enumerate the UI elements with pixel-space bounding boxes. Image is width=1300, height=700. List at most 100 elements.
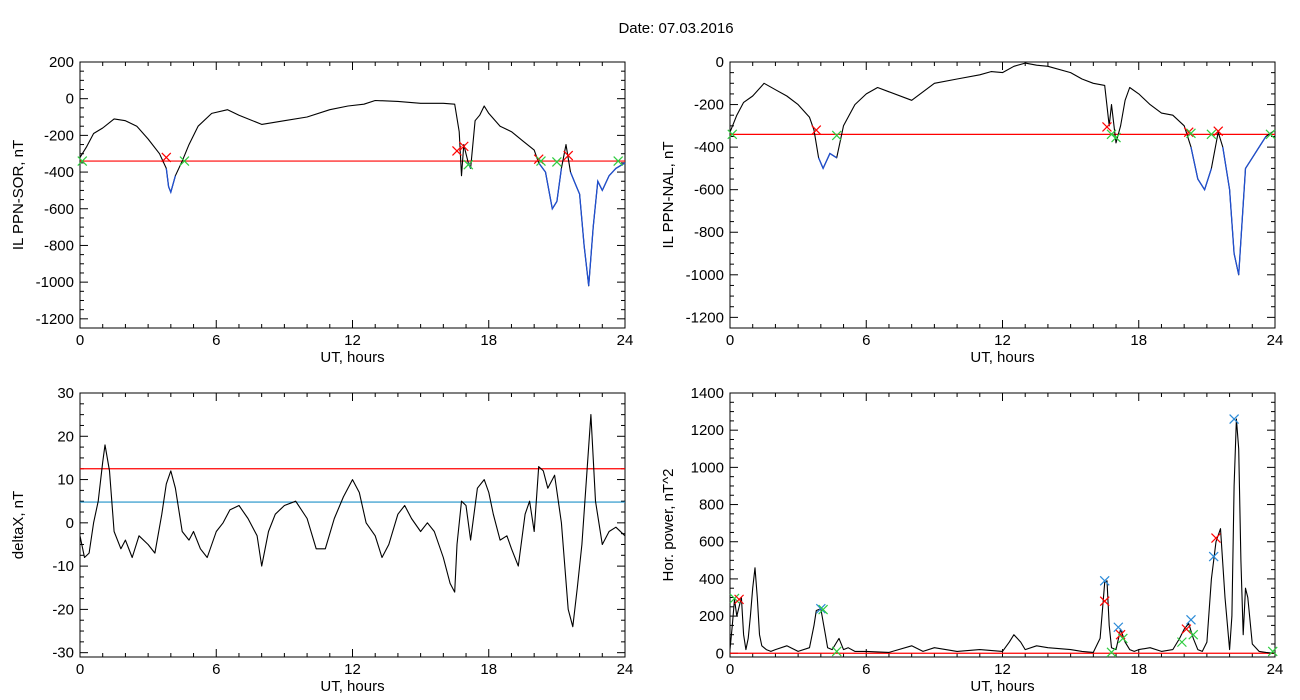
series-line: [79, 99, 626, 287]
x-tick-label: 6: [862, 661, 870, 678]
marker-green: [831, 130, 842, 141]
marker-red: [161, 152, 172, 163]
y-tick-label: -10: [52, 558, 74, 575]
marker-red: [458, 141, 469, 152]
marker-green: [77, 156, 88, 166]
x-axis-label: UT, hours: [320, 349, 384, 366]
marker-blue: [1229, 414, 1240, 424]
marker-stroke: [161, 152, 172, 163]
x-tick-label: 6: [212, 661, 220, 678]
y-tick-label: -600: [694, 182, 724, 199]
marker-stroke: [179, 156, 190, 166]
x-tick-label: 12: [344, 661, 361, 678]
marker-red: [1102, 121, 1112, 132]
marker-stroke: [1229, 414, 1240, 424]
x-axis-label: UT, hours: [320, 678, 384, 695]
marker-stroke: [458, 141, 469, 152]
x-tick-label: 24: [617, 661, 634, 678]
series-below-threshold: [818, 136, 1267, 275]
chart-hor-power: 0 6 12 18 24 1400 1200 1000 800 600 400 200 0 UT, hou…: [660, 385, 1283, 695]
marker-stroke: [563, 150, 574, 161]
plots-group: 0 6 12 18 242000-200-400-600-800-1000-1200UT…: [10, 54, 1283, 695]
marker-red: [1211, 533, 1221, 543]
marker-green: [536, 156, 546, 166]
marker-red: [452, 146, 462, 156]
y-tick-label: 200: [699, 608, 724, 625]
y-tick-label: -1200: [686, 309, 724, 326]
y-tick-label: 0: [66, 91, 74, 108]
marker-stroke: [1099, 575, 1110, 586]
marker-blue: [1186, 614, 1196, 625]
marker-stroke: [1267, 646, 1278, 657]
marker-stroke: [1213, 126, 1224, 137]
y-tick-label: 0: [66, 515, 74, 532]
y-tick-label: 10: [57, 472, 74, 489]
marker-stroke: [1113, 622, 1124, 633]
marker-stroke: [1117, 633, 1128, 644]
chart-deltax: 0 6 12 18 24 30 20 10 0 -10 -20 -30 UT, hours deltaX,…: [10, 385, 633, 695]
x-tick-label: 12: [994, 661, 1011, 678]
x-tick-label: 0: [726, 661, 734, 678]
y-tick-label: -200: [44, 127, 74, 144]
marker-green: [551, 157, 562, 167]
marker-stroke: [1106, 647, 1117, 658]
chart-il-ppn-sor: 0 6 12 18 24 200 0 -200 -400 -600 -800 -1000 -1200 UT…: [10, 54, 633, 366]
y-tick-label: 1200: [691, 422, 724, 439]
series-line: [729, 62, 1276, 276]
marker-red: [1181, 624, 1192, 635]
series-line: [79, 414, 626, 628]
y-tick-label: 0: [716, 54, 724, 71]
y-tick-label: -600: [44, 201, 74, 218]
y-tick-label: 800: [699, 497, 724, 514]
marker-stroke: [1099, 596, 1110, 607]
marker-stroke: [1208, 551, 1219, 562]
x-tick-label: 6: [212, 332, 220, 349]
marker-green: [613, 156, 624, 166]
marker-stroke: [831, 130, 842, 141]
x-axis-label: UT, hours: [970, 349, 1034, 366]
y-tick-label: -1200: [36, 311, 74, 328]
y-tick-label: 600: [699, 534, 724, 551]
y-axis-label: IL PPN-SOR, nT: [10, 140, 27, 250]
y-tick-label: 1400: [691, 385, 724, 402]
figure-title: Date: 07.03.2016: [618, 20, 733, 37]
marker-green: [1186, 128, 1196, 139]
y-tick-label: 20: [57, 428, 74, 445]
x-tick-label: 6: [862, 332, 870, 349]
y-axis-label: IL PPN-NAL, nT: [660, 142, 677, 249]
marker-red: [563, 150, 574, 161]
x-tick-label: 0: [76, 332, 84, 349]
marker-stroke: [1186, 128, 1196, 139]
y-tick-label: 1000: [691, 459, 724, 476]
marker-stroke: [831, 646, 842, 657]
x-tick-label: 24: [617, 332, 634, 349]
marker-stroke: [1102, 121, 1112, 132]
marker-stroke: [815, 603, 826, 614]
y-tick-label: -400: [44, 164, 74, 181]
chart-il-ppn-nal: 0 6 12 18 24 0 -200 -400 -600 -800 -1000 -1200 UT, h…: [660, 54, 1283, 366]
marker-stroke: [551, 157, 562, 167]
x-tick-label: 18: [480, 332, 497, 349]
y-axis-label: deltaX, nT: [10, 491, 27, 559]
plot-frame: [79, 61, 626, 329]
x-tick-label: 18: [480, 661, 497, 678]
marker-green: [1106, 647, 1117, 658]
marker-stroke: [1181, 624, 1192, 635]
marker-green: [179, 156, 190, 166]
y-tick-label: 400: [699, 571, 724, 588]
x-tick-label: 18: [1130, 661, 1147, 678]
x-tick-label: 0: [726, 332, 734, 349]
marker-stroke: [613, 156, 624, 166]
y-tick-label: -30: [52, 645, 74, 662]
x-tick-label: 24: [1267, 661, 1284, 678]
x-tick-label: 24: [1267, 332, 1284, 349]
marker-green: [1206, 129, 1217, 140]
marker-stroke: [727, 129, 738, 140]
marker-green: [818, 604, 829, 615]
marker-stroke: [1265, 129, 1276, 140]
y-axis-label: Hor. power, nT^2: [660, 469, 677, 582]
y-tick-label: -20: [52, 601, 74, 618]
marker-stroke: [818, 604, 829, 615]
marker-green: [1188, 629, 1199, 640]
